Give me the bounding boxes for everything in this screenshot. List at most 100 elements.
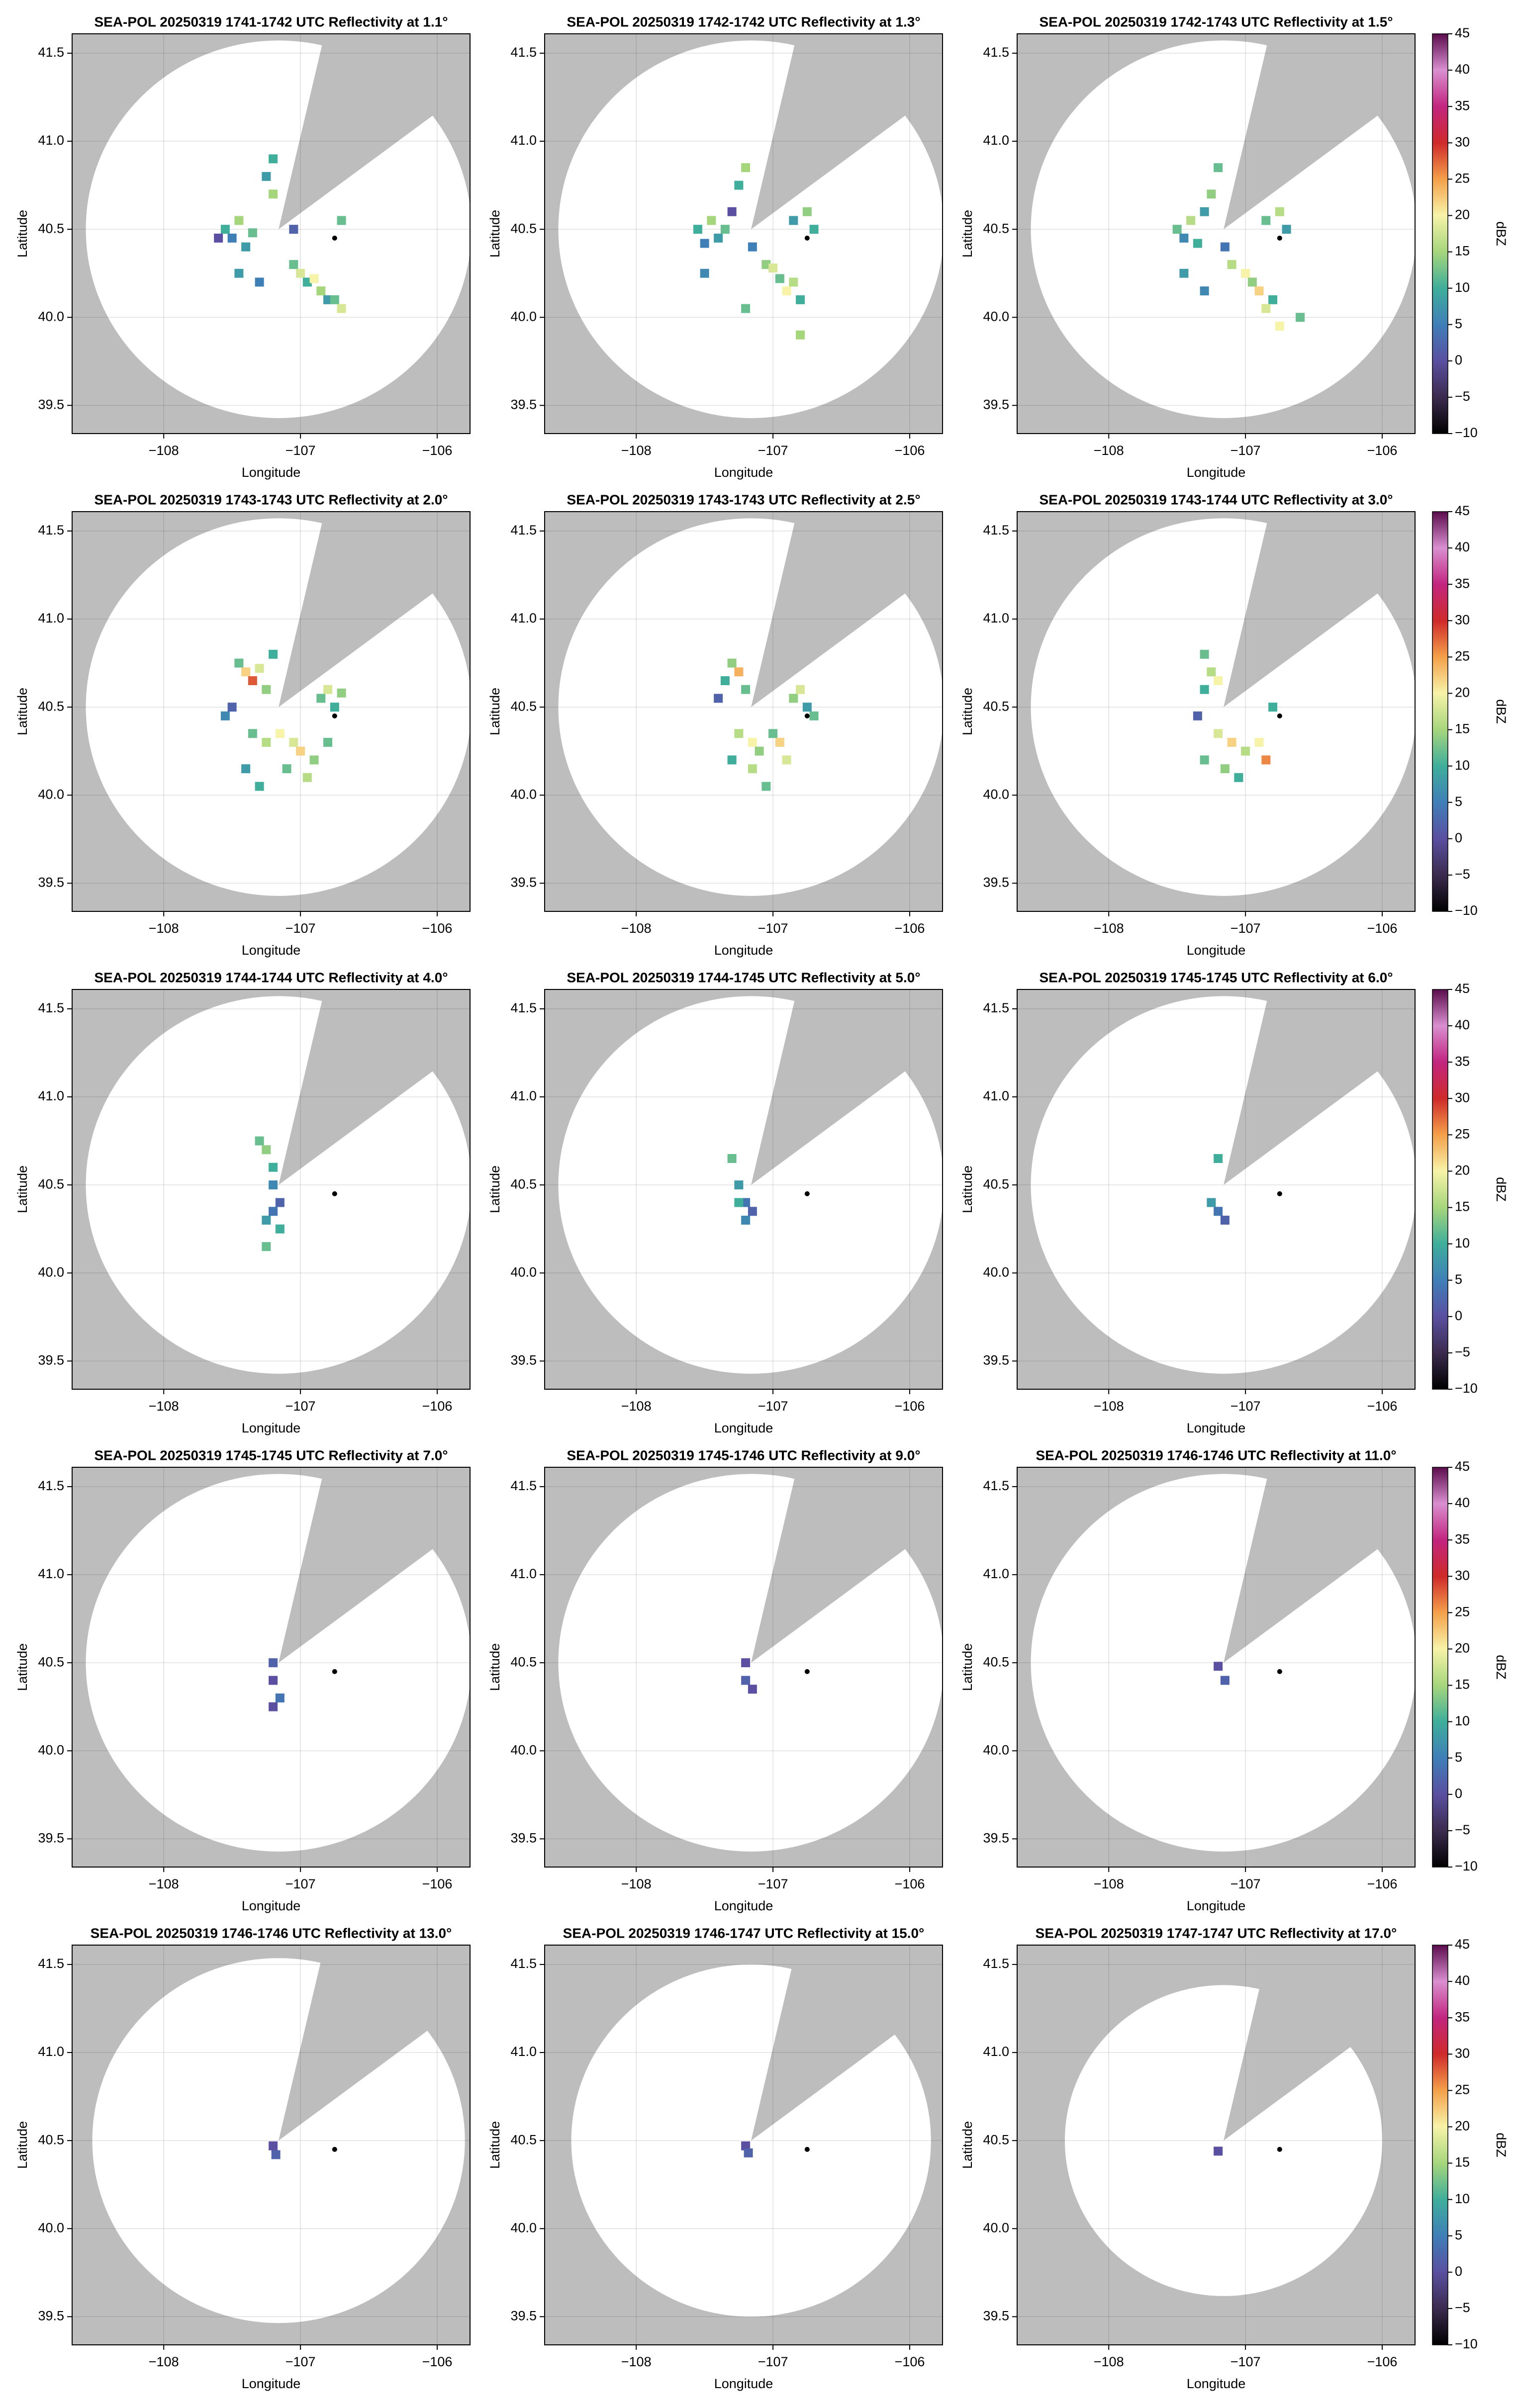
y-tick-label: 40.0: [38, 1264, 64, 1279]
colorbar-tick-label: 0: [1455, 1308, 1462, 1323]
panel: −108 −107 −106 39.5 40.0 40.5 41.0 41.5 SEA-POL …: [487, 970, 943, 1435]
colorbar-tick-label: 0: [1455, 1786, 1462, 1801]
radar-site: [804, 2146, 810, 2152]
echo: [337, 688, 346, 698]
y-tick-label: 39.5: [983, 397, 1009, 412]
echo: [744, 2148, 753, 2157]
plot-area: [72, 34, 470, 434]
x-tick-label: −108: [149, 921, 179, 936]
panel: −108 −107 −106 39.5 40.0 40.5 41.0 41.5 SEA-POL …: [487, 14, 943, 480]
y-tick-label: 39.5: [510, 1830, 537, 1845]
echo: [269, 649, 278, 659]
colorbar-tick-label: 20: [1455, 207, 1470, 222]
colorbar-tick-label: 15: [1455, 1677, 1470, 1692]
echo: [1261, 304, 1271, 313]
echo: [775, 274, 784, 283]
radar-site: [1277, 713, 1282, 718]
echo: [1214, 1154, 1223, 1163]
y-axis-label: Latitude: [960, 2121, 975, 2169]
echo: [302, 773, 312, 782]
echo: [802, 703, 812, 712]
echo: [269, 1207, 278, 1216]
chart-title: SEA-POL 20250319 1743-1744 UTC Reflectiv…: [1039, 492, 1393, 507]
axes-frame: [544, 1945, 943, 2345]
echo: [775, 737, 784, 747]
y-tick-label: 40.0: [983, 787, 1009, 802]
y-tick-label: 41.0: [510, 1088, 537, 1103]
echo: [275, 729, 284, 738]
colorbar-tick-label: 30: [1455, 134, 1470, 149]
chart-title: SEA-POL 20250319 1744-1745 UTC Reflectiv…: [567, 970, 920, 985]
echo: [700, 239, 709, 248]
chart-title: SEA-POL 20250319 1747-1747 UTC Reflectiv…: [1036, 1925, 1397, 1941]
y-tick-label: 41.5: [510, 45, 537, 60]
echo: [1172, 225, 1182, 234]
colorbar-tick-label: 5: [1455, 1750, 1462, 1765]
echo: [296, 746, 305, 756]
y-axis-label: Latitude: [960, 688, 975, 735]
y-tick-label: 40.0: [510, 1742, 537, 1757]
y-tick-label: 41.0: [983, 2044, 1009, 2059]
y-tick-label: 41.5: [510, 523, 537, 537]
colorbar-tick-label: 30: [1455, 2046, 1470, 2060]
colorbar-tick-label: −5: [1455, 2300, 1470, 2315]
echo: [741, 304, 751, 313]
y-tick-label: 39.5: [38, 875, 64, 890]
radar-site: [332, 235, 337, 241]
echo: [693, 225, 702, 234]
echo: [741, 1215, 751, 1225]
y-tick-label: 40.0: [510, 787, 537, 802]
y-tick-label: 40.0: [510, 2220, 537, 2235]
y-axis-label: Latitude: [15, 688, 30, 735]
radar-coverage: [571, 1964, 931, 2317]
x-tick-label: −107: [758, 1876, 788, 1891]
echo: [796, 295, 805, 304]
x-axis-label: Longitude: [242, 2376, 301, 2391]
colorbar-tick-label: −10: [1455, 2336, 1478, 2351]
echo: [734, 1198, 744, 1207]
echo: [782, 755, 791, 765]
y-axis-label: Latitude: [15, 1165, 30, 1213]
echo: [768, 264, 778, 273]
y-tick-label: 40.5: [510, 1654, 537, 1669]
y-tick-label: 39.5: [38, 2308, 64, 2323]
echo: [1193, 711, 1202, 720]
x-tick-label: −108: [621, 2354, 652, 2369]
y-tick-label: 39.5: [510, 2308, 537, 2323]
radar-site: [804, 1669, 810, 1674]
x-tick-label: −106: [895, 921, 925, 936]
echo: [1200, 286, 1209, 296]
echo: [1207, 1198, 1216, 1207]
echo: [720, 225, 730, 234]
x-tick-label: −107: [1231, 921, 1261, 936]
colorbar-tick-label: 10: [1455, 1236, 1470, 1250]
panel: −108 −107 −106 39.5 40.0 40.5 41.0 41.5 SEA-POL …: [960, 14, 1509, 480]
y-tick-label: 39.5: [510, 1352, 537, 1367]
radar-site: [1277, 1669, 1282, 1674]
chart-title: SEA-POL 20250319 1743-1743 UTC Reflectiv…: [94, 492, 448, 507]
x-tick-label: −107: [1231, 1399, 1261, 1414]
x-tick-label: −107: [758, 2354, 788, 2369]
axes-frame: [544, 33, 943, 434]
echo: [727, 658, 737, 668]
colorbar-label: dBZ: [1494, 699, 1509, 724]
x-axis-label: Longitude: [714, 465, 773, 480]
axes-frame: [72, 33, 471, 434]
x-axis-label: Longitude: [242, 1421, 301, 1435]
y-tick-label: 41.0: [38, 1566, 64, 1581]
echo: [262, 1242, 271, 1251]
echo: [337, 216, 346, 225]
echo: [269, 1180, 278, 1190]
colorbar-tick-label: 0: [1455, 353, 1462, 367]
axes-frame: [1017, 33, 1416, 434]
radar-coverage: [1064, 1985, 1383, 2296]
echo: [714, 694, 723, 703]
echo: [809, 711, 819, 720]
y-tick-label: 40.5: [510, 1176, 537, 1191]
y-tick-label: 39.5: [983, 875, 1009, 890]
echo: [1268, 295, 1278, 304]
echo: [1214, 1662, 1223, 1671]
radar-coverage: [558, 40, 943, 418]
y-axis-label: Latitude: [15, 210, 30, 258]
y-tick-label: 41.5: [38, 1000, 64, 1015]
